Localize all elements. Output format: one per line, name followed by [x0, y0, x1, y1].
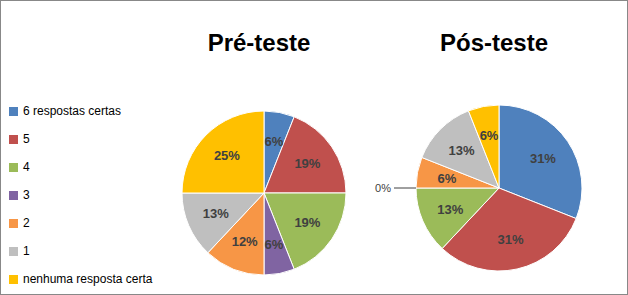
svg-text:19%: 19%	[294, 156, 320, 171]
svg-text:6%: 6%	[437, 171, 456, 186]
html-text:nenhuma resposta certa: nenhuma resposta certa	[23, 272, 153, 286]
html-text:6 respostas certas: 6 respostas certas	[23, 104, 121, 118]
svg-text:25%: 25%	[214, 148, 240, 163]
html-text:4: 4	[23, 160, 30, 174]
svg-text:13%: 13%	[437, 202, 463, 217]
svg-text:31%: 31%	[530, 151, 556, 166]
html-text:Pós-teste: Pós-teste	[440, 29, 548, 56]
svg-text:12%: 12%	[232, 234, 258, 249]
svg-text:6%: 6%	[264, 134, 283, 149]
html-text:1: 1	[23, 244, 30, 258]
svg-text:13%: 13%	[448, 143, 474, 158]
html-text:5: 5	[23, 132, 30, 146]
svg-text:6%: 6%	[264, 237, 283, 252]
html-text:Pré-teste: Pré-teste	[207, 29, 311, 56]
svg-text:6%: 6%	[480, 128, 499, 143]
svg-text:13%: 13%	[203, 206, 229, 221]
svg-text:19%: 19%	[294, 215, 320, 230]
html-text:2: 2	[23, 216, 30, 230]
svg-text:31%: 31%	[498, 232, 524, 247]
html-text:3: 3	[23, 188, 30, 202]
svg-text:0%: 0%	[375, 182, 391, 194]
